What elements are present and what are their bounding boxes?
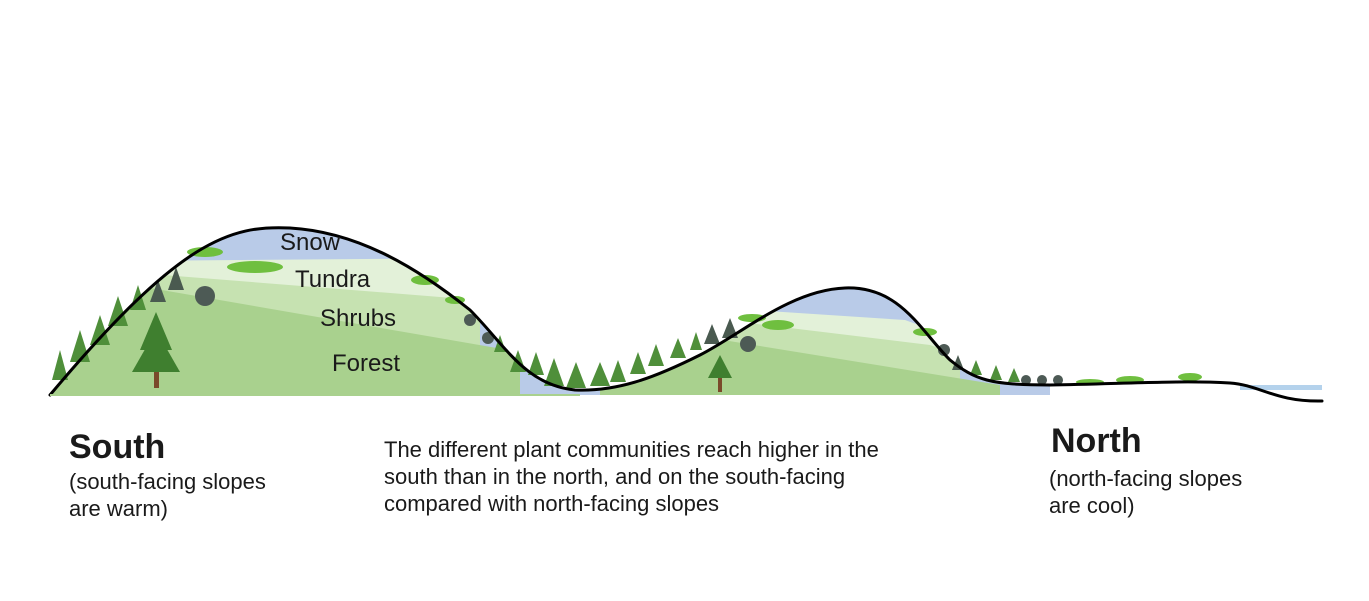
snow-label: Snow — [280, 229, 341, 256]
diagram-caption: The different plant communities reach hi… — [384, 437, 879, 516]
north-subtitle: (north-facing slopes are cool) — [1049, 466, 1243, 518]
south-subtitle: (south-facing slopes are warm) — [69, 469, 266, 521]
shrubs-label: Shrubs — [320, 305, 396, 332]
tundra-label: Tundra — [295, 266, 371, 293]
conifer-trees — [52, 267, 1020, 388]
south-title: South — [69, 428, 166, 466]
north-title: North — [1051, 422, 1142, 460]
tall-pine-tree — [132, 312, 180, 388]
small-pine-tree — [708, 355, 732, 392]
terrain-outline — [48, 226, 1324, 403]
forest-label: Forest — [332, 350, 400, 377]
water — [1240, 385, 1322, 390]
